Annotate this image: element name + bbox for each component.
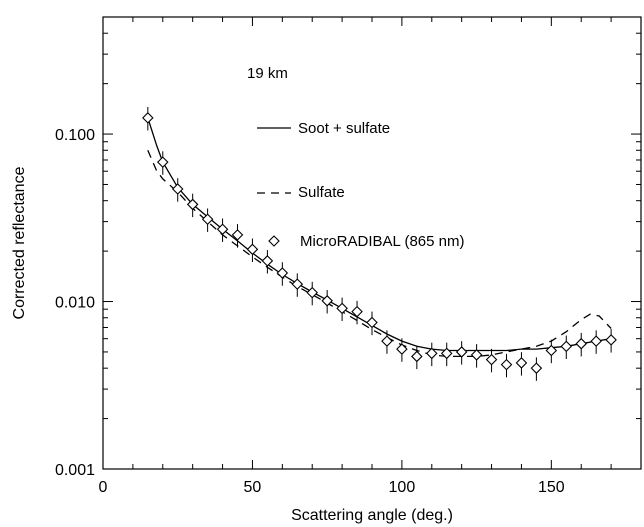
data-point bbox=[306, 286, 318, 299]
data-point bbox=[590, 335, 602, 347]
data-point bbox=[216, 223, 229, 236]
legend-label-microradibal: MicroRADIBAL (865 nm) bbox=[300, 233, 465, 250]
data-point bbox=[321, 295, 333, 307]
legend-label-soot-sulfate: Soot + sulfate bbox=[298, 120, 390, 137]
x-axis-label: Scattering angle (deg.) bbox=[291, 507, 453, 524]
y-tick-label: 0.010 bbox=[55, 295, 95, 312]
data-point bbox=[351, 305, 363, 318]
y-axis-label: Corrected reflectance bbox=[11, 166, 28, 319]
data-point bbox=[426, 347, 438, 360]
data-point bbox=[575, 337, 587, 350]
data-point bbox=[396, 343, 408, 355]
data-point bbox=[485, 353, 498, 366]
data-point bbox=[231, 229, 244, 241]
data-point bbox=[276, 267, 289, 279]
data-point bbox=[201, 213, 214, 226]
axis-tick-labels: 0 50 100 150 0.001 0.010 0.100 bbox=[55, 127, 565, 496]
x-tick-label: 0 bbox=[99, 479, 108, 496]
data-point bbox=[545, 344, 558, 357]
data-point bbox=[470, 349, 483, 361]
x-tick-label: 50 bbox=[244, 479, 262, 496]
data-point bbox=[246, 243, 259, 256]
legend-label-sulfate: Sulfate bbox=[298, 184, 345, 201]
legend-swatch-microradibal bbox=[268, 235, 280, 247]
data-point bbox=[157, 156, 169, 168]
data-point bbox=[171, 183, 184, 195]
data-point bbox=[455, 346, 468, 358]
x-tick-label: 150 bbox=[538, 479, 565, 496]
data-point bbox=[605, 334, 617, 346]
annotation-altitude: 19 km bbox=[247, 65, 288, 82]
data-point bbox=[411, 350, 423, 363]
y-tick-label: 0.100 bbox=[55, 127, 95, 144]
x-tick-label: 100 bbox=[389, 479, 416, 496]
data-point bbox=[381, 335, 393, 347]
series-markers bbox=[142, 107, 617, 381]
axis-ticks bbox=[102, 16, 641, 470]
data-point bbox=[530, 362, 543, 374]
data-point bbox=[560, 340, 573, 353]
data-point bbox=[142, 112, 154, 124]
data-point bbox=[366, 316, 378, 329]
data-point bbox=[515, 357, 528, 369]
data-point bbox=[261, 255, 274, 267]
data-point bbox=[500, 358, 513, 371]
data-point bbox=[336, 302, 348, 315]
series-line-1 bbox=[147, 150, 612, 358]
legend: Soot + sulfate Sulfate MicroRADIBAL (865… bbox=[257, 120, 465, 250]
data-point bbox=[186, 198, 199, 211]
y-tick-label: 0.001 bbox=[55, 462, 95, 479]
data-point bbox=[291, 278, 304, 290]
data-point bbox=[440, 347, 453, 360]
